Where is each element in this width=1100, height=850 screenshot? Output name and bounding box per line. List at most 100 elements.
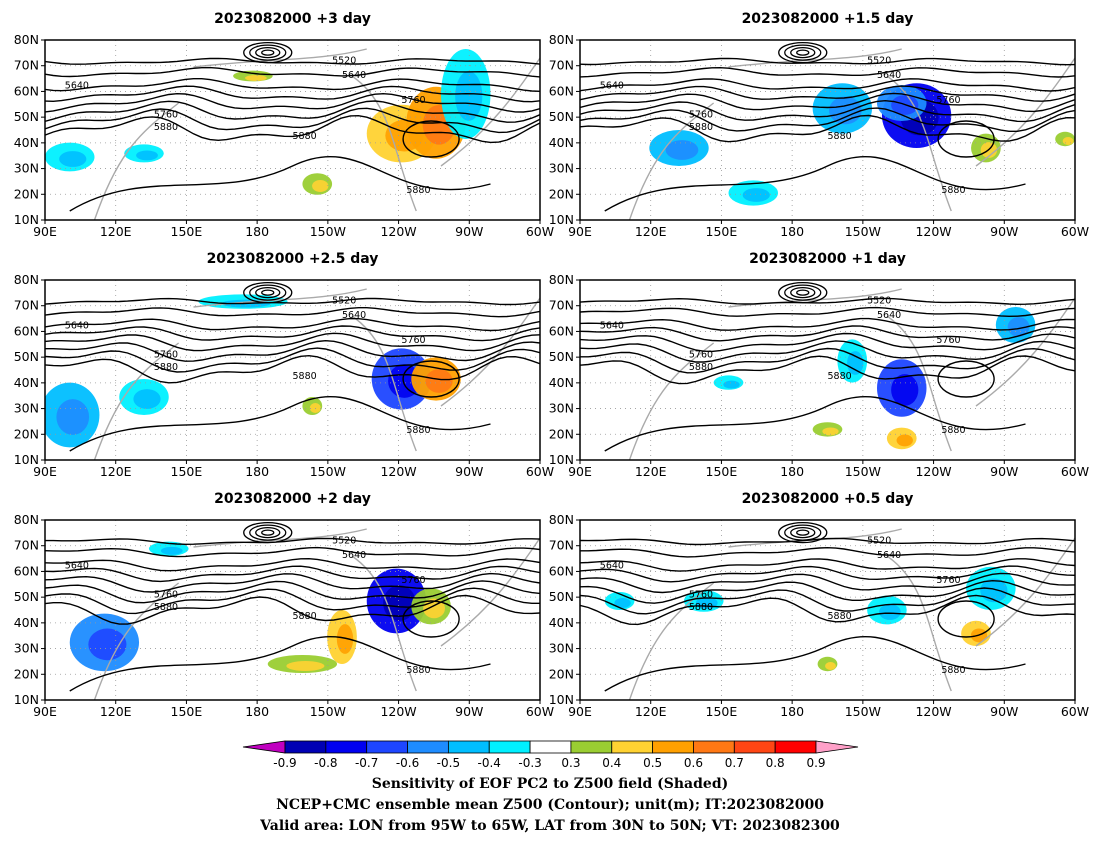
closed-contour <box>778 521 828 544</box>
colorbar-box <box>366 740 408 754</box>
panel-frame <box>579 279 1076 461</box>
z500-contour <box>45 347 540 373</box>
lat-tick-label: 50N <box>549 349 574 364</box>
map-panel-5: 5640 5520 5640 5760 5880 5760 5880 5880 20230820… <box>14 491 554 719</box>
contour-label: 5640 <box>65 81 89 92</box>
lon-tick-label: 90E <box>33 464 57 479</box>
sensitivity-core <box>160 546 183 555</box>
z500-contour <box>45 572 540 593</box>
sensitivity-core <box>742 188 770 202</box>
panel-frame <box>579 39 1076 221</box>
lat-tick-label: 50N <box>549 109 574 124</box>
z500-contour <box>580 347 1075 374</box>
lat-tick-label: 40N <box>549 375 574 390</box>
lon-tick-label: 180 <box>245 704 269 719</box>
contour-label: 5640 <box>600 561 624 572</box>
lat-tick-label: 50N <box>14 109 39 124</box>
z500-contour <box>45 332 540 352</box>
closed-contour <box>255 46 281 59</box>
closed-contour <box>784 44 822 61</box>
closed-contour <box>796 289 810 296</box>
lon-tick-label: 120E <box>635 464 667 479</box>
contour-label: 5520 <box>332 535 356 546</box>
colorbar-end-high <box>815 740 859 754</box>
colorbar-tick-label: 0.5 <box>643 756 662 770</box>
lat-tick-label: 60N <box>549 323 574 338</box>
contour-label: 5880 <box>406 425 430 436</box>
panel-title: 2023082000 +0.5 day <box>742 491 914 507</box>
sensitivity-core <box>425 369 453 393</box>
contour-label: 5880 <box>406 665 430 676</box>
contour-label: 5880 <box>689 122 713 133</box>
lon-tick-label: 120W <box>380 464 416 479</box>
sensitivity-core <box>336 624 354 654</box>
lon-tick-label: 120W <box>915 464 951 479</box>
panel-background <box>45 520 540 700</box>
z500-contour <box>580 537 1075 546</box>
lat-tick-label: 20N <box>14 186 39 201</box>
closed-contour <box>784 524 822 541</box>
lon-tick-label: 90W <box>990 704 1018 719</box>
lon-tick-label: 150W <box>310 704 346 719</box>
z500-contour <box>45 354 540 384</box>
lon-tick-label: 60W <box>1061 224 1089 239</box>
lat-tick-label: 30N <box>549 401 574 416</box>
lat-tick-label: 30N <box>549 161 574 176</box>
z500-contour <box>580 99 1075 123</box>
z500-contour <box>45 557 540 572</box>
closed-contour <box>255 286 281 299</box>
lat-tick-label: 70N <box>14 538 39 553</box>
map-panel-4: 5640 5520 5640 5760 5880 5760 5880 5880 20230820… <box>549 251 1089 479</box>
lat-tick-label: 50N <box>14 349 39 364</box>
contour-label: 5880 <box>406 185 430 196</box>
lat-tick-label: 60N <box>14 323 39 338</box>
closed-contour <box>402 600 460 638</box>
z500-contour <box>45 580 540 604</box>
panel-title: 2023082000 +3 day <box>214 11 371 27</box>
closed-contour <box>249 524 287 541</box>
panel-title: 2023082000 +1.5 day <box>742 11 914 27</box>
panel-frame <box>44 519 541 701</box>
lat-tick-label: 40N <box>549 615 574 630</box>
panel-title: 2023082000 +2 day <box>214 491 371 507</box>
closed-contour <box>255 526 281 539</box>
contour-label: 5640 <box>65 321 89 332</box>
lat-tick-label: 20N <box>549 666 574 681</box>
closed-contour <box>778 281 828 304</box>
lon-tick-label: 90W <box>990 224 1018 239</box>
lat-tick-label: 70N <box>549 298 574 313</box>
lon-tick-label: 90E <box>568 464 592 479</box>
z500-contour <box>580 325 1075 342</box>
contour-label: 5760 <box>154 349 178 360</box>
contour-label: 5760 <box>401 575 425 586</box>
z500-contour <box>45 339 540 362</box>
contour-label: 5640 <box>600 81 624 92</box>
lon-tick-label: 180 <box>780 224 804 239</box>
z500-contour <box>45 66 540 78</box>
lat-tick-label: 80N <box>549 512 574 527</box>
lon-tick-label: 90E <box>33 704 57 719</box>
colorbar-tick-label: -0.5 <box>437 756 460 770</box>
lon-tick-label: 150W <box>845 704 881 719</box>
colorbar-end-low <box>242 740 286 754</box>
z500-contour <box>580 565 1075 583</box>
contour-label: 5880 <box>941 665 965 676</box>
contour-label: 5760 <box>689 589 713 600</box>
panel-frame <box>579 519 1076 701</box>
lon-tick-label: 120W <box>380 704 416 719</box>
lon-tick-label: 60W <box>526 704 554 719</box>
lat-tick-label: 20N <box>14 666 39 681</box>
lon-tick-label: 150E <box>171 464 203 479</box>
lon-tick-label: 60W <box>526 224 554 239</box>
z500-contour <box>580 579 1075 604</box>
contour-label: 5760 <box>936 575 960 586</box>
contour-label: 5880 <box>828 131 852 142</box>
caption-line-1: Sensitivity of EOF PC2 to Z500 field (Sh… <box>371 776 729 792</box>
colorbar: -0.9 -0.8 -0.7 -0.6 -0.5 -0.4 -0.3 0.3 0.4 0.5 0.6… <box>242 740 859 770</box>
colorbar-box <box>407 740 449 754</box>
colorbar-box <box>447 740 490 754</box>
lon-tick-label: 90W <box>455 704 483 719</box>
sensitivity-core <box>825 662 836 670</box>
z500-contour <box>580 114 1075 143</box>
contour-label: 5880 <box>293 611 317 622</box>
